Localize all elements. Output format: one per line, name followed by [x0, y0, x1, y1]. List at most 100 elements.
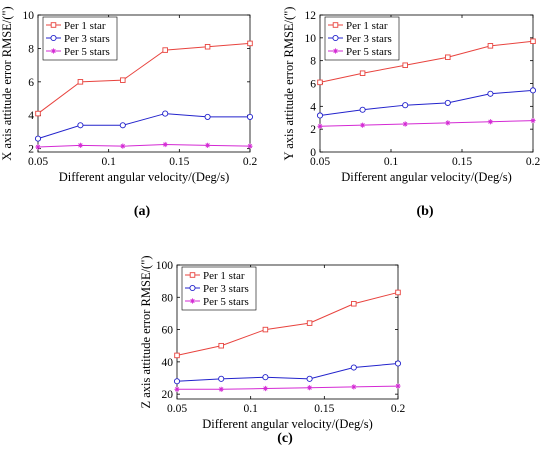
data-point: [317, 123, 323, 129]
data-point: [530, 118, 536, 124]
data-point: [395, 289, 401, 296]
y-tick-label: 10: [23, 10, 35, 22]
legend-marker: [332, 34, 339, 42]
legend-marker: [332, 48, 339, 54]
series-line: [177, 385, 399, 390]
x-tick-label: 0.05: [28, 156, 48, 168]
data-point: [317, 79, 323, 86]
panel-label: (c): [277, 431, 293, 446]
legend-entry: Per 3 stars: [64, 33, 110, 45]
data-point: [162, 141, 168, 148]
data-point: [205, 142, 211, 148]
legend-entry: Per 1 star: [346, 20, 388, 32]
data-point: [77, 142, 83, 148]
legend-entry: Per 3 stars: [346, 33, 392, 45]
series-per3: [34, 110, 254, 142]
data-point: [402, 62, 408, 68]
y-tick-label: 60: [162, 325, 174, 337]
y-axis-label: Z axis attitude error RMSE/("): [139, 256, 153, 409]
y-tick-label: 8: [28, 43, 34, 55]
data-point: [359, 70, 366, 76]
x-axis-label: Different angular velocity/(Deg/s): [202, 417, 373, 431]
data-point: [351, 384, 357, 390]
data-point: [218, 375, 225, 382]
y-tick-label: 12: [305, 10, 317, 22]
x-tick-label: 0.2: [391, 403, 406, 415]
x-tick-label: 0.05: [167, 403, 187, 415]
y-axis-label: Y axis attitude error RMSE/("): [282, 7, 296, 161]
data-point: [529, 87, 537, 94]
y-tick-label: 20: [162, 389, 174, 401]
series-line: [319, 89, 534, 116]
data-point: [530, 38, 536, 45]
data-point: [350, 364, 357, 371]
legend-entry: Per 1 star: [203, 270, 245, 282]
y-tick-label: 4: [310, 101, 316, 113]
y-tick-label: 6: [310, 79, 316, 91]
data-point: [246, 113, 254, 120]
series-per1: [174, 289, 401, 359]
data-point: [247, 143, 253, 149]
data-point: [34, 135, 42, 142]
data-point: [218, 342, 224, 349]
x-tick-label: 0.1: [384, 156, 399, 168]
y-tick-label: 8: [310, 56, 316, 68]
data-point: [402, 121, 408, 127]
data-point: [262, 385, 268, 392]
data-point: [120, 77, 126, 83]
x-tick-label: 0.15: [169, 156, 189, 168]
series-line: [319, 40, 534, 83]
data-point: [487, 43, 494, 49]
x-axis-label: Different angular velocity/(Deg/s): [59, 170, 230, 184]
chart-panel-3: 0.05 0.1 0.15 0.2 20 40 60 80 100 Different angul…: [139, 256, 405, 447]
y-tick-label: 2: [310, 124, 316, 136]
chart-panel-2: 0.05 0.1 0.15 0.2 0 2 4 6 8 10 12 Different angular…: [282, 7, 540, 219]
data-point: [402, 102, 409, 109]
data-point: [306, 320, 313, 326]
legend-marker: [50, 34, 57, 42]
data-point: [204, 43, 211, 50]
y-tick-label: 10: [305, 33, 317, 45]
chart-panel-1: 0.05 0.1 0.15 0.2 2 4 6 8 10 Different angular ve…: [0, 6, 257, 219]
series-line: [176, 362, 399, 382]
data-point: [77, 122, 84, 129]
data-point: [359, 106, 366, 113]
data-point: [445, 54, 451, 60]
data-point: [162, 110, 169, 117]
data-point: [218, 386, 224, 392]
x-tick-label: 0.1: [243, 403, 258, 415]
x-tick-label: 0.1: [101, 156, 116, 168]
series-per3: [173, 360, 402, 385]
x-tick-label: 0.15: [314, 403, 334, 415]
legend-marker: [189, 298, 196, 304]
data-point: [119, 122, 126, 129]
data-point: [35, 144, 41, 150]
data-point: [262, 326, 269, 333]
data-point: [247, 40, 253, 47]
y-tick-label: 40: [162, 357, 174, 369]
series-line: [37, 113, 250, 140]
x-tick-label: 0.2: [526, 156, 541, 168]
data-point: [173, 378, 181, 385]
legend-entry: Per 3 stars: [203, 283, 249, 295]
data-point: [395, 383, 401, 389]
series-line: [176, 291, 399, 356]
series-per5: [317, 118, 536, 129]
x-axis-label: Different angular velocity/(Deg/s): [341, 170, 512, 184]
series-line: [37, 42, 251, 114]
data-point: [445, 120, 451, 126]
legend-marker: [50, 48, 57, 54]
data-point: [120, 143, 126, 149]
legend-marker: [189, 284, 196, 292]
y-tick-label: 100: [156, 260, 174, 272]
data-point: [35, 110, 41, 117]
y-tick-label: 80: [162, 292, 174, 304]
data-point: [487, 119, 493, 125]
series-per3: [316, 87, 537, 119]
legend-entry: Per 5 stars: [346, 46, 392, 58]
legend-entry: Per 5 stars: [203, 296, 249, 308]
x-tick-label: 0.05: [310, 156, 330, 168]
data-point: [162, 47, 168, 53]
